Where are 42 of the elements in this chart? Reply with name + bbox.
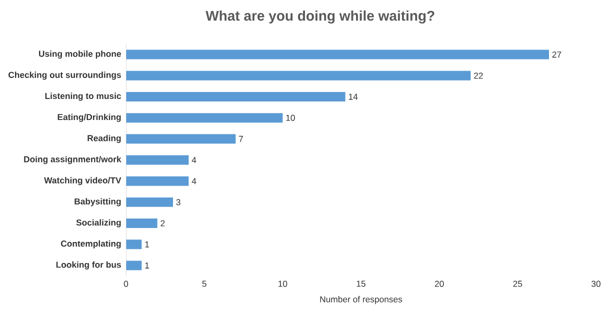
x-tick-label: 15 — [356, 280, 366, 287]
chart-title: What are you doing while waiting? — [206, 10, 434, 24]
data-label: 4 — [192, 178, 196, 184]
y-tick-label: Doing assignment/work — [24, 156, 122, 164]
data-label: 1 — [145, 241, 149, 248]
bar — [126, 134, 236, 144]
bar — [126, 113, 283, 123]
y-tick-label: Looking for bus — [56, 261, 121, 270]
bar — [126, 197, 173, 207]
data-label: 14 — [348, 94, 358, 100]
bar — [126, 260, 142, 270]
y-tick-label: Using mobile phone — [39, 50, 121, 59]
bar — [126, 70, 471, 80]
bar — [126, 50, 549, 60]
y-tick-label: Watching video/TV — [44, 177, 122, 186]
y-tick-label: Checking out surroundings — [8, 72, 121, 80]
data-label: 10 — [286, 114, 295, 121]
x-tick-label: 5 — [202, 280, 206, 287]
x-tick-label: 0 — [124, 280, 128, 287]
y-tick-label: Listening to music — [45, 92, 122, 101]
y-tick-label: Socializing — [76, 219, 121, 228]
x-axis-title: Number of responses — [320, 296, 402, 304]
bar — [126, 155, 189, 165]
bar — [126, 240, 142, 250]
y-tick-label: Babysitting — [74, 198, 121, 206]
data-label: 7 — [239, 136, 243, 142]
x-tick-label: 30 — [592, 280, 600, 287]
data-label: 4 — [192, 157, 196, 163]
data-label: 27 — [552, 52, 562, 58]
data-label: 2 — [160, 220, 165, 226]
bar — [126, 218, 158, 228]
data-label: 22 — [474, 72, 483, 79]
y-tick-label: Reading — [88, 134, 121, 143]
x-tick-label: 25 — [513, 280, 522, 287]
data-label: 1 — [145, 262, 149, 268]
y-tick-label: Eating/Drinking — [58, 114, 121, 122]
y-tick-label: Contemplating — [60, 240, 121, 248]
x-tick-label: 10 — [278, 280, 288, 287]
bar — [126, 176, 189, 186]
bar — [126, 92, 346, 102]
data-label: 3 — [176, 199, 180, 206]
x-tick-label: 20 — [434, 280, 444, 287]
